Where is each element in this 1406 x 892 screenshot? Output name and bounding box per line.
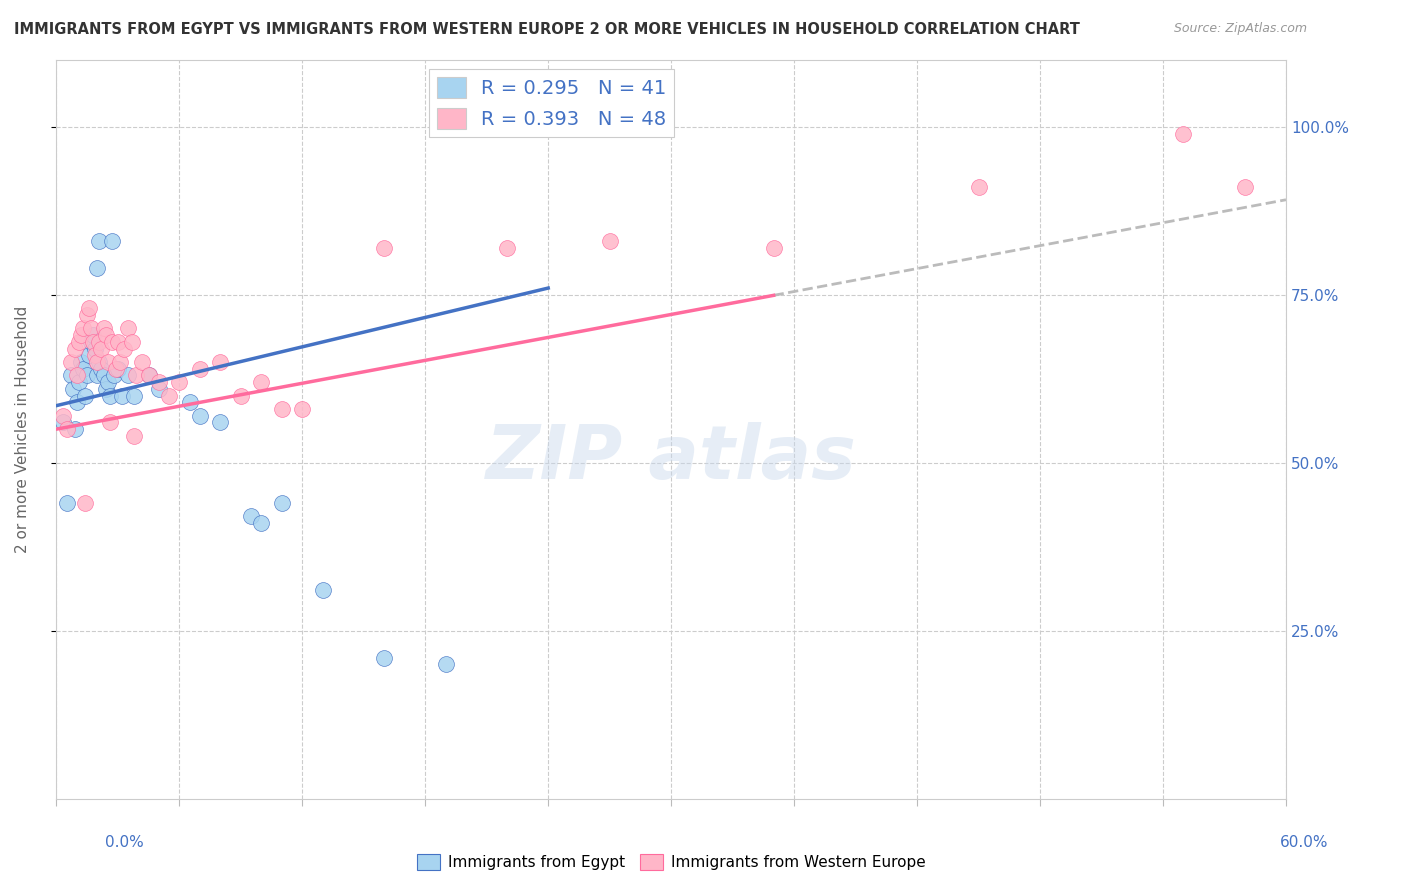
Point [82, 334, 104, 349]
Point [373, 241, 395, 255]
Point [97, 355, 120, 369]
Point [86, 368, 108, 383]
Point [67, 334, 90, 349]
Point [131, 355, 153, 369]
Point [63, 342, 86, 356]
Point [70, 328, 93, 343]
Point [76, 368, 98, 383]
Legend: R = 0.295   N = 41, R = 0.393   N = 48: R = 0.295 N = 41, R = 0.393 N = 48 [429, 70, 675, 137]
Point [80, 321, 103, 335]
Point [270, 496, 292, 510]
Point [188, 361, 211, 376]
Point [138, 368, 160, 383]
Text: 0.0%: 0.0% [105, 836, 145, 850]
Point [179, 395, 201, 409]
Text: Source: ZipAtlas.com: Source: ZipAtlas.com [1174, 22, 1308, 36]
Point [80, 334, 103, 349]
Point [82, 328, 104, 343]
Text: ZIP atlas: ZIP atlas [485, 422, 856, 495]
Point [94, 382, 117, 396]
Point [434, 657, 457, 672]
Point [100, 334, 122, 349]
Point [496, 241, 519, 255]
Point [55, 422, 77, 436]
Point [112, 342, 135, 356]
Point [188, 409, 211, 423]
Point [209, 416, 232, 430]
Point [93, 321, 115, 335]
Point [51, 409, 73, 423]
Point [107, 334, 129, 349]
Point [90, 361, 112, 376]
Point [270, 402, 292, 417]
Point [138, 368, 160, 383]
Point [89, 234, 111, 248]
Point [100, 234, 122, 248]
Text: 60.0%: 60.0% [1281, 836, 1329, 850]
Point [312, 583, 335, 598]
Point [209, 355, 232, 369]
Point [51, 416, 73, 430]
Point [599, 234, 621, 248]
Point [72, 361, 94, 376]
Point [122, 388, 145, 402]
Point [75, 496, 97, 510]
Point [67, 375, 90, 389]
Point [75, 388, 97, 402]
Point [66, 395, 89, 409]
Point [97, 375, 120, 389]
Point [89, 334, 111, 349]
Point [169, 375, 191, 389]
Point [77, 348, 100, 362]
Point [98, 416, 121, 430]
Point [148, 375, 170, 389]
Point [63, 422, 86, 436]
Point [70, 355, 93, 369]
Point [240, 509, 263, 524]
Point [229, 388, 252, 402]
Point [125, 368, 148, 383]
Point [107, 361, 129, 376]
Point [90, 342, 112, 356]
Point [59, 368, 82, 383]
Point [117, 368, 139, 383]
Point [72, 321, 94, 335]
Text: IMMIGRANTS FROM EGYPT VS IMMIGRANTS FROM WESTERN EUROPE 2 OR MORE VEHICLES IN HO: IMMIGRANTS FROM EGYPT VS IMMIGRANTS FROM… [14, 22, 1080, 37]
Point [373, 650, 395, 665]
Point [250, 375, 273, 389]
Point [122, 429, 145, 443]
Point [1233, 180, 1256, 194]
Point [55, 496, 77, 510]
Point [93, 368, 115, 383]
Point [94, 328, 117, 343]
Point [967, 180, 990, 194]
Point [66, 368, 89, 383]
Point [157, 388, 180, 402]
Point [117, 321, 139, 335]
Point [111, 388, 134, 402]
Point [103, 368, 125, 383]
Point [108, 355, 131, 369]
Point [86, 355, 108, 369]
Point [76, 308, 98, 322]
Point [84, 348, 107, 362]
Point [104, 361, 127, 376]
Point [148, 382, 170, 396]
Point [59, 355, 82, 369]
Point [250, 516, 273, 531]
Point [89, 355, 111, 369]
Point [121, 334, 143, 349]
Point [77, 301, 100, 316]
Point [98, 388, 121, 402]
Point [1173, 127, 1195, 141]
Y-axis label: 2 or more Vehicles in Household: 2 or more Vehicles in Household [15, 306, 30, 553]
Point [84, 342, 107, 356]
Point [291, 402, 314, 417]
Point [86, 260, 108, 275]
Point [62, 382, 84, 396]
Point [762, 241, 785, 255]
